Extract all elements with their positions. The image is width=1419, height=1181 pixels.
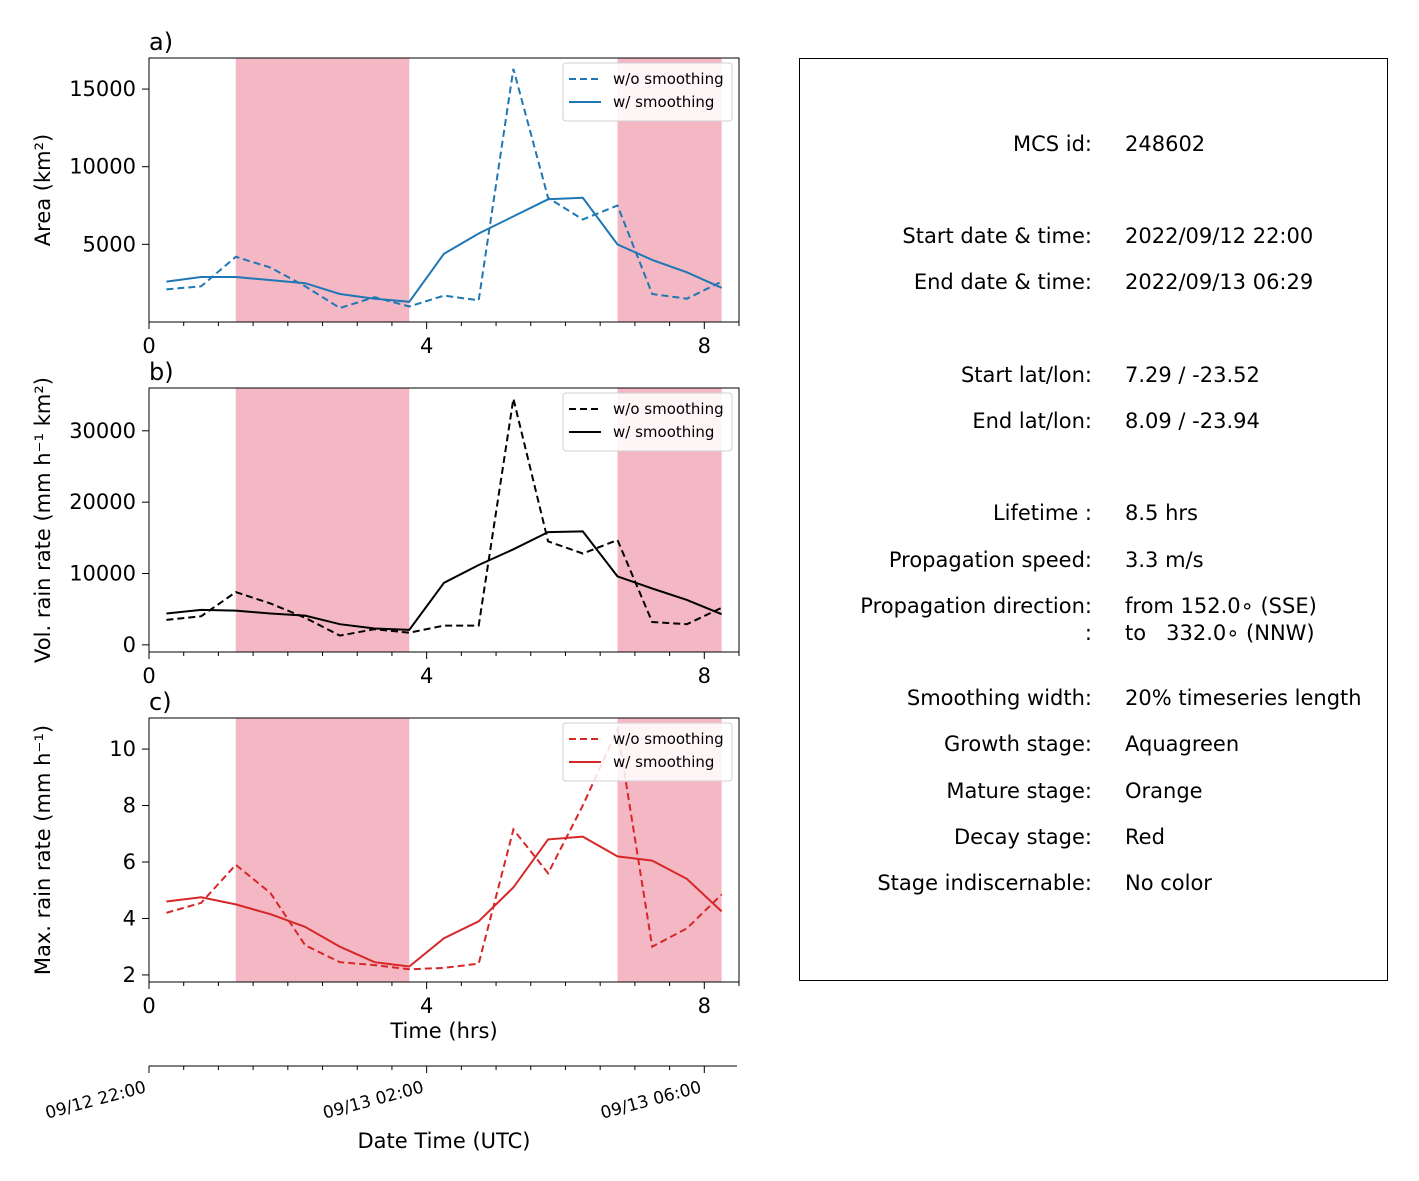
panel-a: 0 4 8 5000 10000 15000 Area (km²) a) w/o smoothi… (31, 28, 740, 358)
legend-entry-label: w/ smoothing (613, 753, 714, 771)
x-tick-label: 8 (698, 994, 711, 1018)
plot-frame (148, 387, 740, 653)
y-tick-label: 30000 (69, 419, 136, 443)
legend: w/o smoothing w/ smoothing (562, 392, 733, 452)
y-axis-label: Area (km²) (31, 134, 55, 246)
y-tick-label: 20000 (69, 490, 136, 514)
y-tick-label: 5000 (83, 232, 136, 256)
y-tick-label: 8 (123, 794, 136, 818)
x-tick-label: 0 (142, 994, 155, 1018)
info-value-start-latlon: 7.29 / -23.52 (1125, 363, 1260, 387)
x-axis-label: Time (hrs) (389, 1019, 497, 1043)
info-value-mcs-id: 248602 (1125, 132, 1206, 156)
info-value-smoothing-width: 20% timeseries length (1125, 686, 1362, 710)
info-label-end-latlon: End lat/lon: (972, 409, 1092, 433)
legend-box (562, 392, 733, 452)
info-value-end-datetime: 2022/09/13 06:29 (1125, 270, 1314, 294)
panel-label: a) (149, 28, 173, 56)
info-value-propagation-direction-to: to 332.0∘ (NNW) (1125, 621, 1315, 645)
info-label-propagation-direction-cont: : (1084, 621, 1092, 645)
stage-shading-1 (235, 388, 410, 652)
panel-c: 0 4 8 2 4 6 8 10 Max. rain rate (mm h⁻¹) c) w/o sm… (31, 688, 740, 1043)
x-tick-label: 4 (420, 334, 433, 358)
info-label-mature-stage: Mature stage: (946, 779, 1092, 803)
datetime-axis-label: Date Time (UTC) (358, 1129, 531, 1153)
x-tick-label: 4 (420, 664, 433, 688)
info-value-propagation-direction-from: from 152.0∘ (SSE) (1125, 594, 1317, 618)
info-value-growth-stage: Aquagreen (1125, 732, 1240, 756)
y-tick-label: 6 (123, 850, 136, 874)
panel-label: c) (149, 688, 172, 716)
x-tick-label: 8 (698, 664, 711, 688)
info-value-lifetime: 8.5 hrs (1125, 501, 1198, 525)
legend-entry-label: w/ smoothing (613, 93, 714, 111)
info-value-end-latlon: 8.09 / -23.94 (1125, 409, 1260, 433)
raw-series-line (166, 68, 723, 310)
stage-shading-1 (235, 58, 410, 322)
datetime-tick-label: 09/13 06:00 (599, 1078, 704, 1124)
y-tick-label: 4 (123, 906, 136, 930)
info-label-stage-indiscernable: Stage indiscernable: (877, 871, 1092, 895)
info-label-propagation-speed: Propagation speed: (888, 548, 1092, 572)
legend-entry-label: w/o smoothing (613, 400, 724, 418)
panel-label: b) (149, 358, 174, 386)
legend-box (562, 62, 733, 122)
info-value-stage-indiscernable: No color (1125, 871, 1212, 895)
info-label-mcs-id: MCS id: (1012, 132, 1092, 156)
info-label-start-latlon: Start lat/lon: (960, 363, 1092, 387)
legend: w/o smoothing w/ smoothing (562, 62, 733, 122)
legend-box (562, 722, 733, 782)
info-label-propagation-direction: Propagation direction: (860, 594, 1092, 618)
plot-frame (148, 57, 740, 323)
y-tick-label: 15000 (69, 77, 136, 101)
raw-series-line (166, 398, 723, 637)
panel-b: 0 4 8 0 10000 20000 30000 Vol. rain rate (mm h⁻… (31, 358, 740, 688)
datetime-tick-label: 09/13 02:00 (321, 1078, 426, 1124)
info-label-lifetime: Lifetime : (992, 501, 1092, 525)
y-tick-label: 0 (123, 633, 136, 657)
stage-shading-1 (235, 718, 410, 982)
info-value-mature-stage: Orange (1125, 779, 1203, 803)
y-tick-label: 10000 (69, 155, 136, 179)
datetime-axis: 09/12 22:00 09/13 02:00 09/13 06:00 Date Ti… (43, 1065, 737, 1153)
info-label-end-datetime: End date & time: (913, 270, 1092, 294)
info-label-start-datetime: Start date & time: (902, 224, 1092, 248)
x-tick-label: 0 (142, 334, 155, 358)
smoothed-series-line (166, 835, 723, 968)
y-axis-label: Max. rain rate (mm h⁻¹) (31, 725, 55, 975)
datetime-tick-label: 09/12 22:00 (43, 1078, 148, 1124)
x-tick-label: 4 (420, 994, 433, 1018)
plot-frame (148, 717, 740, 983)
info-value-start-datetime: 2022/09/12 22:00 (1125, 224, 1314, 248)
info-value-decay-stage: Red (1125, 825, 1165, 849)
legend-entry-label: w/o smoothing (613, 70, 724, 88)
legend-entry-label: w/ smoothing (613, 423, 714, 441)
y-axis-label: Vol. rain rate (mm h⁻¹ km²) (31, 377, 55, 663)
mcs-info-panel: MCS id: 248602 Start date & time: 2022/0… (799, 58, 1388, 981)
x-tick-label: 0 (142, 664, 155, 688)
legend-entry-label: w/o smoothing (613, 730, 724, 748)
y-tick-label: 2 (123, 963, 136, 987)
info-label-smoothing-width: Smoothing width: (906, 686, 1092, 710)
info-label-growth-stage: Growth stage: (943, 732, 1092, 756)
info-label-decay-stage: Decay stage: (954, 825, 1092, 849)
x-tick-label: 8 (698, 334, 711, 358)
y-tick-label: 10000 (69, 562, 136, 586)
smoothed-series-line (166, 530, 722, 631)
info-value-propagation-speed: 3.3 m/s (1125, 548, 1204, 572)
legend: w/o smoothing w/ smoothing (562, 722, 733, 782)
y-tick-label: 10 (109, 737, 136, 761)
smoothed-series-line (166, 196, 723, 303)
